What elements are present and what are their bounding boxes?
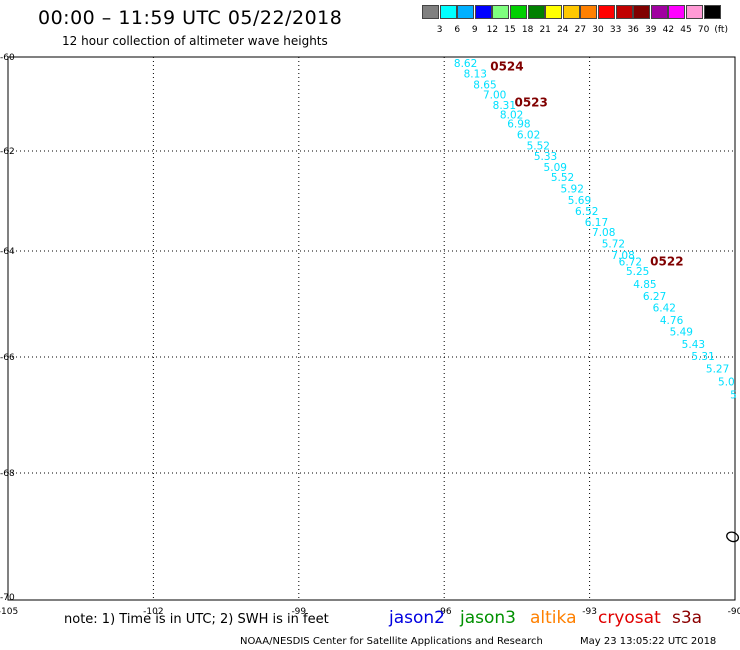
wave-height-value: 8.31 bbox=[493, 100, 516, 112]
plot-frame bbox=[7, 56, 736, 601]
y-tick-label: -66 bbox=[0, 353, 15, 363]
y-tick-label: -68 bbox=[0, 469, 15, 479]
wave-height-value: 5.43 bbox=[682, 339, 705, 351]
wave-height-value: 5.33 bbox=[534, 151, 557, 163]
color-scale-swatch bbox=[545, 5, 563, 19]
wave-height-value: 5.52 bbox=[527, 140, 550, 152]
color-scale-label: (ft) bbox=[714, 25, 728, 35]
y-tick-label: -64 bbox=[0, 247, 15, 257]
mission-s3a: s3a bbox=[672, 608, 703, 628]
pass-date-label: 0523 bbox=[514, 96, 547, 110]
pass-date-label: 0524 bbox=[490, 59, 523, 73]
color-scale-swatch bbox=[422, 5, 439, 19]
wave-height-value: 6.17 bbox=[585, 217, 608, 229]
color-scale-swatch bbox=[457, 5, 475, 19]
wave-height-value: 5.52 bbox=[551, 172, 574, 184]
color-scale-swatch bbox=[492, 5, 510, 19]
color-scale-swatch bbox=[580, 5, 598, 19]
pass-date-label: 0522 bbox=[650, 255, 683, 269]
wave-height-value: 6.52 bbox=[575, 206, 598, 218]
color-scale-label: 6 bbox=[454, 25, 461, 35]
wave-height-value: 5 bbox=[730, 390, 737, 402]
color-scale-label: 45 bbox=[680, 25, 692, 35]
wave-height-value: 5.25 bbox=[626, 266, 649, 278]
wave-height-value: 4.85 bbox=[633, 279, 656, 291]
wave-height-value: 4.76 bbox=[660, 315, 684, 327]
y-tick-label: -62 bbox=[0, 147, 15, 157]
color-scale-label: 42 bbox=[662, 25, 675, 35]
color-scale-swatch bbox=[562, 5, 580, 19]
wave-height-value: 5.72 bbox=[602, 239, 625, 251]
color-scale-label: 9 bbox=[471, 25, 478, 35]
color-scale-swatch bbox=[598, 5, 615, 19]
mission-cryosat: cryosat bbox=[598, 608, 661, 628]
wave-height-value: 5.69 bbox=[568, 195, 591, 207]
color-scale-swatch bbox=[686, 5, 703, 19]
color-scale-label: 33 bbox=[609, 25, 622, 35]
wave-height-value: 6.72 bbox=[619, 257, 642, 269]
x-tick-label: -96 bbox=[437, 607, 452, 617]
color-scale-label: 21 bbox=[539, 25, 551, 35]
wave-height-value: 5.09 bbox=[544, 162, 567, 174]
color-scale-swatch bbox=[474, 5, 492, 19]
color-scale-swatch bbox=[633, 5, 651, 19]
mission-jason3: jason3 bbox=[460, 608, 516, 628]
wave-height-value: 6.42 bbox=[653, 303, 676, 315]
wave-height-value: 7.08 bbox=[592, 227, 615, 239]
color-scale-swatch bbox=[650, 5, 668, 19]
wave-height-value: 6.98 bbox=[507, 119, 530, 131]
color-scale-label: 36 bbox=[627, 25, 639, 35]
color-scale-swatch bbox=[615, 5, 633, 19]
mission-jason2: jason2 bbox=[389, 608, 445, 628]
x-tick-label: -105 bbox=[0, 607, 18, 617]
color-scale-swatch bbox=[527, 5, 545, 19]
color-scale-label: 15 bbox=[504, 25, 516, 35]
color-scale-label: 3 bbox=[436, 25, 443, 35]
wave-height-value: 8.65 bbox=[473, 79, 496, 91]
color-scale-label: 27 bbox=[574, 25, 587, 35]
mission-altika: altika bbox=[530, 608, 577, 628]
wave-height-value: 5.49 bbox=[670, 327, 693, 339]
x-tick-label: -102 bbox=[143, 607, 163, 617]
color-scale-swatch bbox=[439, 5, 457, 19]
wave-height-value: 5.0 bbox=[718, 376, 735, 388]
generated-timestamp: May 23 13:05:22 UTC 2018 bbox=[580, 636, 717, 647]
y-tick-label: -60 bbox=[0, 53, 15, 63]
credit-text: NOAA/NESDIS Center for Satellite Applica… bbox=[240, 636, 543, 647]
wave-height-value: 8.62 bbox=[454, 58, 477, 70]
wave-height-value: 5.27 bbox=[706, 364, 729, 376]
color-scale-label: 12 bbox=[486, 25, 499, 35]
wave-height-value: 8.02 bbox=[500, 109, 523, 121]
page-title: 00:00 – 11:59 UTC 05/22/2018 bbox=[38, 7, 343, 29]
color-scale-swatch bbox=[510, 5, 527, 19]
island-outline bbox=[726, 531, 740, 543]
wave-height-value: 7.00 bbox=[483, 90, 506, 102]
color-scale-label: 30 bbox=[592, 25, 604, 35]
color-scale-label: 39 bbox=[645, 25, 657, 35]
wave-height-value: 5.31 bbox=[691, 351, 714, 363]
wave-height-value: 7.08 bbox=[611, 250, 634, 262]
y-tick-label: -70 bbox=[0, 593, 15, 603]
wave-height-value: 5.92 bbox=[561, 184, 584, 196]
color-scale-swatch bbox=[668, 5, 686, 19]
x-tick-label: -90 bbox=[728, 607, 740, 617]
footer-note: note: 1) Time is in UTC; 2) SWH is in fe… bbox=[64, 612, 329, 627]
color-scale-label: 18 bbox=[521, 25, 534, 35]
color-scale-swatch bbox=[703, 5, 721, 19]
x-tick-label: -93 bbox=[582, 607, 597, 617]
color-scale-label: 70 bbox=[697, 25, 710, 35]
wave-height-value: 8.13 bbox=[464, 68, 487, 80]
wave-height-value: 6.27 bbox=[643, 291, 666, 303]
wave-height-value: 6.02 bbox=[517, 130, 540, 142]
page-subtitle: 12 hour collection of altimeter wave hei… bbox=[62, 34, 328, 48]
color-scale-label: 24 bbox=[557, 25, 569, 35]
x-tick-label: -99 bbox=[291, 607, 306, 617]
